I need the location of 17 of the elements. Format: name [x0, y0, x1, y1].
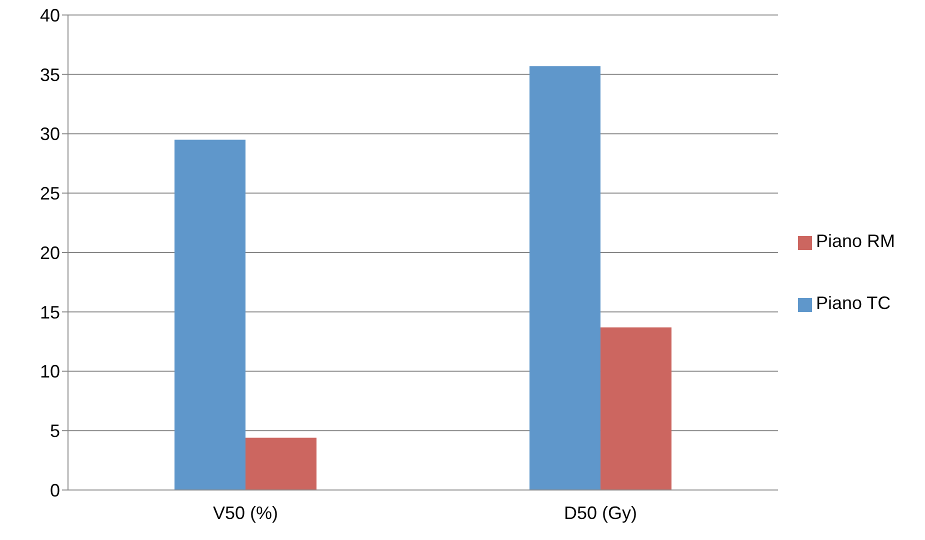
- x-tick-label: D50 (Gy): [564, 502, 637, 523]
- bar: [600, 327, 672, 490]
- y-tick-label: 30: [40, 124, 60, 144]
- x-tick-label: V50 (%): [212, 502, 278, 523]
- y-tick-label: 20: [40, 242, 60, 263]
- bar: [529, 66, 600, 490]
- y-tick-label: 25: [40, 184, 60, 204]
- bar: [245, 438, 316, 490]
- y-tick-label: 15: [40, 302, 60, 322]
- y-tick-label: 40: [40, 5, 60, 26]
- bar: [174, 140, 246, 490]
- y-tick-label: 5: [50, 421, 60, 442]
- legend-label: Piano TC: [816, 293, 891, 313]
- y-tick-label: 10: [40, 362, 60, 382]
- y-tick-label: 35: [40, 64, 60, 85]
- legend-label: Piano RM: [816, 231, 895, 251]
- y-tick-label: 0: [50, 480, 60, 500]
